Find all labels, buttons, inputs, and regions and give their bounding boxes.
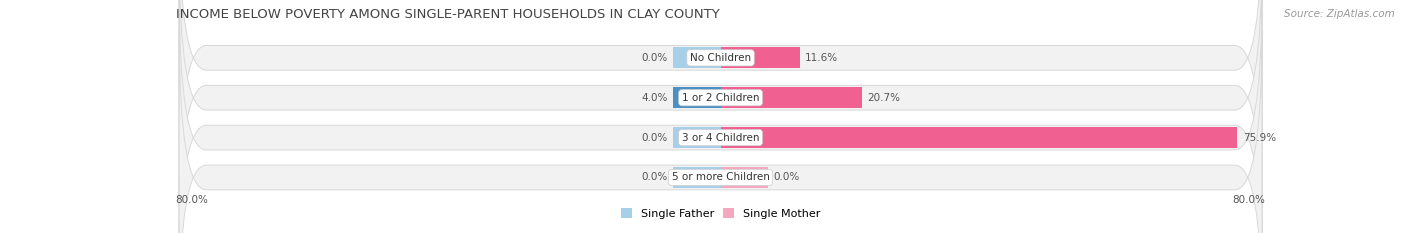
Text: INCOME BELOW POVERTY AMONG SINGLE-PARENT HOUSEHOLDS IN CLAY COUNTY: INCOME BELOW POVERTY AMONG SINGLE-PARENT… [176,8,720,21]
Bar [721,127,1237,148]
Text: 0.0%: 0.0% [641,53,668,63]
Text: 80.0%: 80.0% [176,195,208,205]
Text: 75.9%: 75.9% [1243,133,1277,143]
Bar [721,167,768,188]
Text: 80.0%: 80.0% [1233,195,1265,205]
Text: 20.7%: 20.7% [868,93,900,103]
Bar [721,48,800,68]
Text: 11.6%: 11.6% [806,53,838,63]
Bar [673,48,721,68]
FancyBboxPatch shape [179,0,1263,233]
Text: 3 or 4 Children: 3 or 4 Children [682,133,759,143]
Bar [721,87,862,108]
Legend: Single Father, Single Mother: Single Father, Single Mother [616,204,825,223]
Text: 0.0%: 0.0% [773,172,800,182]
Text: 0.0%: 0.0% [641,172,668,182]
Text: 0.0%: 0.0% [641,133,668,143]
Text: No Children: No Children [690,53,751,63]
FancyBboxPatch shape [179,0,1263,205]
Text: 4.0%: 4.0% [641,93,668,103]
Text: Source: ZipAtlas.com: Source: ZipAtlas.com [1284,9,1395,19]
FancyBboxPatch shape [179,30,1263,233]
Bar [673,87,721,108]
Text: 1 or 2 Children: 1 or 2 Children [682,93,759,103]
Text: 5 or more Children: 5 or more Children [672,172,769,182]
Bar [673,127,721,148]
FancyBboxPatch shape [179,0,1263,233]
Bar [673,167,721,188]
